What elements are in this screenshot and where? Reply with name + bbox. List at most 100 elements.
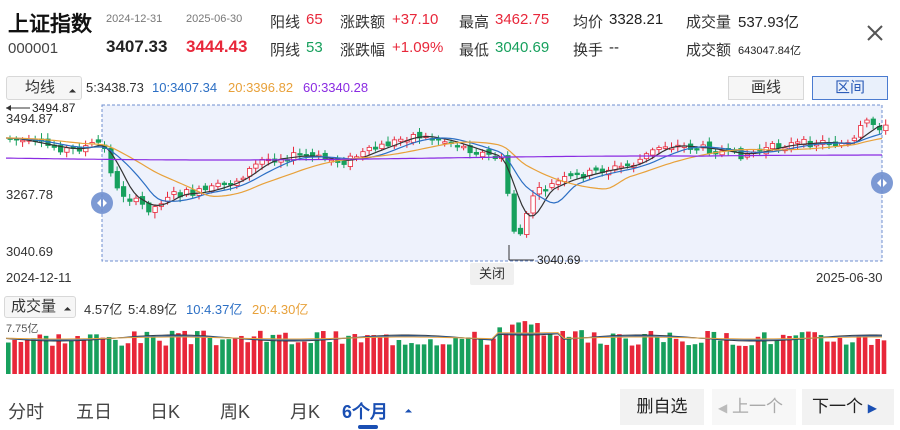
range-start-date: 2024-12-31 — [106, 13, 163, 25]
ma20-line — [6, 137, 883, 198]
volume-bar — [157, 340, 162, 374]
candle-body — [864, 119, 870, 124]
candle-body — [253, 163, 259, 169]
volume-bar — [862, 335, 868, 374]
volume-bar — [377, 337, 383, 374]
volume-bar — [132, 331, 137, 374]
avg-price-value: 3328.21 — [609, 11, 664, 28]
volume-bar — [636, 344, 641, 374]
volume-bar — [69, 340, 74, 374]
candle-body — [543, 189, 549, 192]
draw-line-button[interactable]: 画线 — [728, 76, 804, 100]
previous-button[interactable]: ◀ 上一个 — [712, 389, 796, 425]
volume-bar — [667, 332, 673, 374]
candle-body — [530, 195, 536, 214]
y-axis-mid-label: 3267.78 — [6, 187, 53, 202]
volume-bar — [869, 344, 874, 374]
volume-bar — [176, 333, 181, 374]
volume-bar — [806, 331, 811, 374]
volume-bar — [661, 342, 666, 374]
candle-body — [366, 146, 372, 152]
delete-favorite-button[interactable]: 删自选 — [620, 389, 704, 425]
yin-value: 53 — [306, 39, 323, 56]
candle-body — [341, 160, 347, 165]
volume-bar — [793, 335, 799, 374]
yin-label: 阴线 — [270, 42, 301, 59]
volume-bar — [730, 344, 736, 374]
candle-body — [121, 186, 127, 197]
candle-body — [776, 143, 782, 149]
avg-price-label: 均价 — [573, 14, 604, 31]
x-axis-end-label: 2025-06-30 — [816, 270, 883, 285]
volume-bar — [390, 345, 395, 374]
previous-label: 上一个 — [731, 397, 783, 416]
volume-bar — [276, 334, 282, 374]
candle-body — [322, 152, 328, 160]
tab-intraday[interactable]: 分时 — [8, 402, 44, 422]
range-left-handle[interactable] — [91, 192, 113, 214]
volume-bar — [220, 339, 225, 374]
volume-bar — [169, 330, 175, 374]
volume-bar — [484, 344, 490, 374]
volume-bar — [150, 335, 156, 374]
candle-body — [108, 147, 114, 174]
volume-bar — [226, 339, 232, 374]
amount-label: 成交额 — [686, 42, 732, 59]
volume-bar — [465, 337, 471, 374]
tab-daily-k[interactable]: 日K — [150, 402, 181, 422]
volume-bars-group — [6, 321, 887, 374]
volume-bar — [591, 332, 597, 374]
close-range-button[interactable]: 关闭 — [470, 263, 514, 285]
candle-body — [549, 183, 555, 188]
candle-body — [297, 153, 303, 156]
volume-bar — [692, 344, 698, 374]
range-button[interactable]: 区间 — [812, 76, 888, 100]
volume-bar — [686, 345, 691, 374]
volume-bar — [56, 334, 61, 374]
volume-bar — [472, 331, 477, 374]
next-button[interactable]: 下一个 ▶ — [802, 389, 894, 425]
volume-ma-lines-group — [5, 332, 883, 342]
candle-body — [524, 212, 530, 235]
close-icon[interactable] — [864, 22, 886, 44]
volume-bar — [428, 339, 433, 374]
volume-ma10-line — [5, 332, 883, 341]
volume-bar — [251, 336, 257, 374]
volume-bar — [12, 339, 17, 374]
volume-bar — [774, 340, 780, 374]
volume-y-top-label: 7.75亿 — [6, 323, 39, 335]
volume-selector-button[interactable]: 成交量 — [4, 296, 76, 318]
volume-bar — [780, 334, 786, 374]
tab-five-day[interactable]: 五日 — [76, 402, 112, 422]
ma-selector-button[interactable]: 均线 — [6, 76, 82, 100]
volume-bar — [837, 337, 843, 374]
tab-six-month[interactable]: 6个月 — [342, 402, 389, 422]
candle-body — [536, 187, 543, 195]
candle-body — [593, 167, 599, 171]
range-right-handle[interactable] — [871, 172, 893, 194]
volume-label: 成交量 — [686, 14, 732, 31]
tab-weekly-k[interactable]: 周K — [220, 402, 251, 422]
low-label: 最低 — [459, 42, 490, 59]
volume-bar — [585, 342, 591, 374]
candle-body — [870, 118, 876, 125]
candle-body — [662, 146, 669, 149]
volume-bar — [94, 334, 99, 374]
candle-body — [171, 191, 177, 195]
candle-body — [839, 143, 845, 146]
low-value: 3040.69 — [495, 39, 550, 56]
volume-bar — [812, 332, 817, 374]
volume-bar — [579, 330, 584, 374]
candle-body — [694, 148, 700, 151]
volume-bar — [825, 341, 830, 374]
tab-monthly-k[interactable]: 月K — [290, 402, 321, 422]
volume-bar — [37, 334, 43, 374]
range-selection-area[interactable] — [101, 104, 883, 262]
volume-bar — [856, 335, 862, 374]
volume-bar — [680, 341, 685, 374]
volume-bar — [308, 343, 313, 374]
amount-value: 643047.84亿 — [738, 45, 801, 57]
volume-bar — [717, 340, 723, 374]
candle-body — [360, 151, 366, 158]
candlestick-chart[interactable]: 3494.87 3040.69 — [0, 100, 900, 300]
